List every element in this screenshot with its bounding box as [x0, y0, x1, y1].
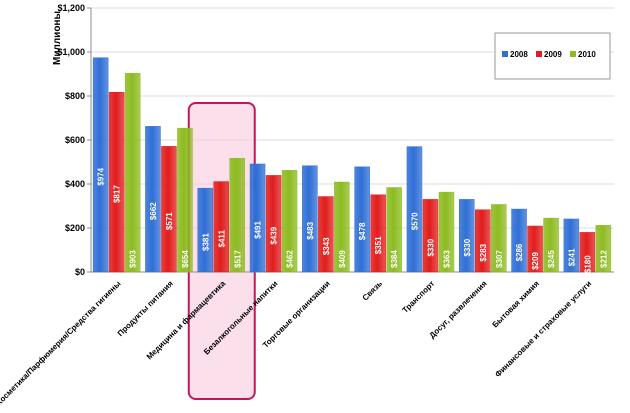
data-label: $409 [338, 250, 347, 268]
data-label: $411 [217, 230, 226, 248]
bar-2008 [197, 187, 213, 273]
x-tick-label: Транспорт [401, 279, 437, 315]
bar-2010 [543, 217, 559, 273]
data-label: $817 [113, 185, 122, 203]
y-axis-title: Миллионы [52, 11, 63, 65]
data-label: $483 [306, 221, 315, 239]
y-tick-label: $1,000 [57, 47, 85, 57]
data-label: $330 [463, 238, 472, 256]
bar-2008 [354, 166, 370, 273]
bar-2010 [595, 225, 612, 273]
data-label: $570 [410, 212, 419, 230]
bar-2009 [318, 196, 334, 273]
bars [92, 57, 612, 273]
data-label: $974 [97, 167, 106, 185]
data-label: $307 [495, 250, 504, 268]
y-tick-label: $1,200 [57, 3, 85, 13]
data-label: $283 [479, 243, 488, 261]
data-label: $351 [374, 236, 383, 254]
data-label: $343 [322, 237, 331, 255]
bar-2010 [229, 158, 245, 273]
data-label: $478 [358, 222, 367, 240]
bar-2008 [511, 208, 527, 273]
y-tick-label: $600 [65, 135, 85, 145]
legend-label-2009: 2009 [544, 50, 562, 59]
bar-2010 [281, 170, 298, 273]
bar-2010 [491, 204, 507, 273]
bar-2008 [145, 126, 161, 273]
data-label: $330 [426, 238, 435, 256]
x-axis-labels: Косметика/Парфюмерия/Средства гигиеныПро… [0, 279, 593, 408]
data-label: $462 [286, 250, 295, 268]
y-tick-label: $400 [65, 179, 85, 189]
bar-2008 [406, 146, 423, 273]
x-tick-label: Бытовая химия [491, 279, 542, 330]
bar-2010 [386, 187, 402, 273]
data-label: $286 [515, 243, 524, 261]
y-tick-label: $800 [65, 91, 85, 101]
bar-2010 [438, 191, 455, 273]
bar-2008 [249, 163, 266, 273]
legend: 2008 2009 2010 [494, 32, 611, 80]
data-label: $439 [270, 226, 279, 244]
data-label: $209 [531, 252, 540, 270]
data-label: $654 [181, 250, 190, 268]
bar-2009 [108, 92, 125, 273]
legend-swatch-2009 [536, 51, 542, 57]
legend-label-2010: 2010 [578, 50, 596, 59]
bar-2009 [213, 181, 229, 273]
data-label: $241 [567, 248, 576, 266]
legend-box [494, 32, 611, 80]
bar-2008 [459, 199, 475, 273]
data-label: $212 [599, 250, 608, 268]
bar-2008 [92, 57, 109, 273]
legend-swatch-2010 [570, 51, 576, 57]
data-label: $245 [547, 250, 556, 268]
bar-2009 [370, 194, 386, 273]
bar-2008 [302, 165, 318, 273]
legend-swatch-2008 [502, 51, 508, 57]
x-tick-label: Косметика/Парфюмерия/Средства гигиены [0, 279, 123, 407]
data-labels: $974 $817 $903 $662 $571 $654 $381 $411 $517 $491… [97, 167, 609, 273]
data-label: $903 [129, 250, 138, 268]
bar-2010 [177, 127, 193, 273]
bar-2009 [527, 225, 543, 273]
bar-2009 [265, 175, 282, 273]
data-label: $180 [583, 255, 592, 273]
data-label: $381 [201, 233, 210, 251]
y-tick-label: $200 [65, 223, 85, 233]
x-tick-label: Связь [361, 279, 385, 303]
bar-2008 [563, 218, 580, 273]
x-tick-label: Досуг, развлечения [427, 279, 488, 340]
data-label: $571 [165, 212, 174, 230]
y-axis-ticks: $0 $200 $400 $600 $800 $1,000 $1,200 [57, 3, 91, 277]
bar-2009 [422, 199, 439, 273]
data-label: $384 [390, 250, 399, 268]
data-label: $662 [149, 202, 158, 220]
x-tick-label: Продукты питания [116, 279, 175, 338]
bar-2010 [124, 73, 141, 273]
y-tick-label: $0 [75, 267, 85, 277]
data-label: $363 [442, 250, 451, 268]
x-tick-label: Финансовые и страховые услуги [493, 279, 593, 379]
data-label: $517 [233, 250, 242, 268]
bar-2009 [579, 232, 596, 273]
bar-2010 [334, 181, 350, 273]
bar-2009 [161, 146, 177, 273]
legend-label-2008: 2008 [510, 50, 528, 59]
bar-2009 [475, 209, 491, 273]
data-label: $491 [254, 221, 263, 239]
